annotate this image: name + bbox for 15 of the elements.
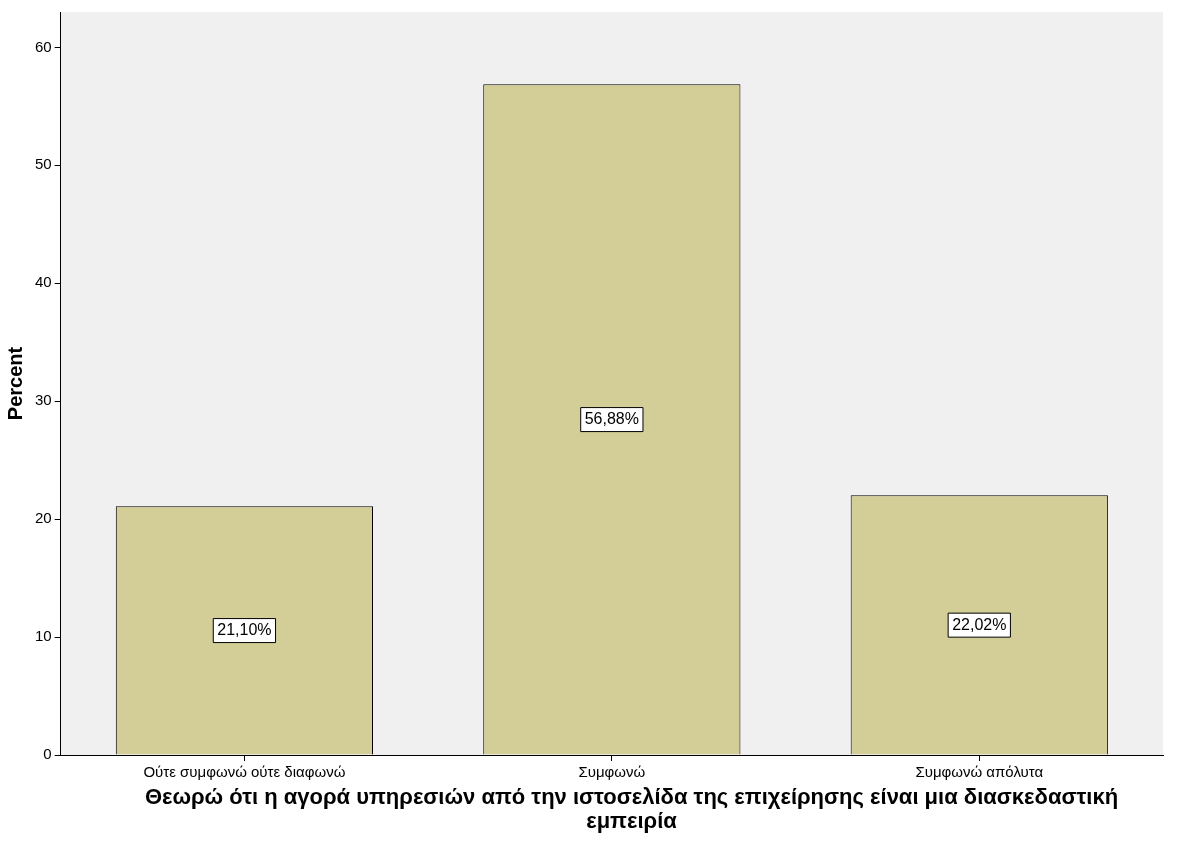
y-tick-label: 60 [35,37,52,55]
x-tick-label: Συμφωνώ απόλυτα [915,763,1044,781]
x-axis-title: Θεωρώ ότι η αγορά υπηρεσιών από την ιστοσελίδα της επιχείρησης είναι μια διασκεδαστική εμπειρία [143,784,1120,833]
y-tick-label: 40 [35,273,52,291]
x-tick-label: Ούτε συμφωνώ ούτε διαφωνώ [143,763,346,781]
x-tick-label: Συμφωνώ [578,763,646,781]
data-label: 56,88% [584,409,639,427]
y-tick-label: 10 [35,627,52,645]
y-axis-title: Percent [3,346,26,421]
y-tick-label: 50 [35,155,52,173]
y-tick-label: 20 [35,509,52,527]
data-label: 21,10% [217,620,272,638]
y-tick-label: 0 [43,745,52,763]
y-tick-label: 30 [35,391,52,409]
data-label: 22,02% [952,615,1007,633]
